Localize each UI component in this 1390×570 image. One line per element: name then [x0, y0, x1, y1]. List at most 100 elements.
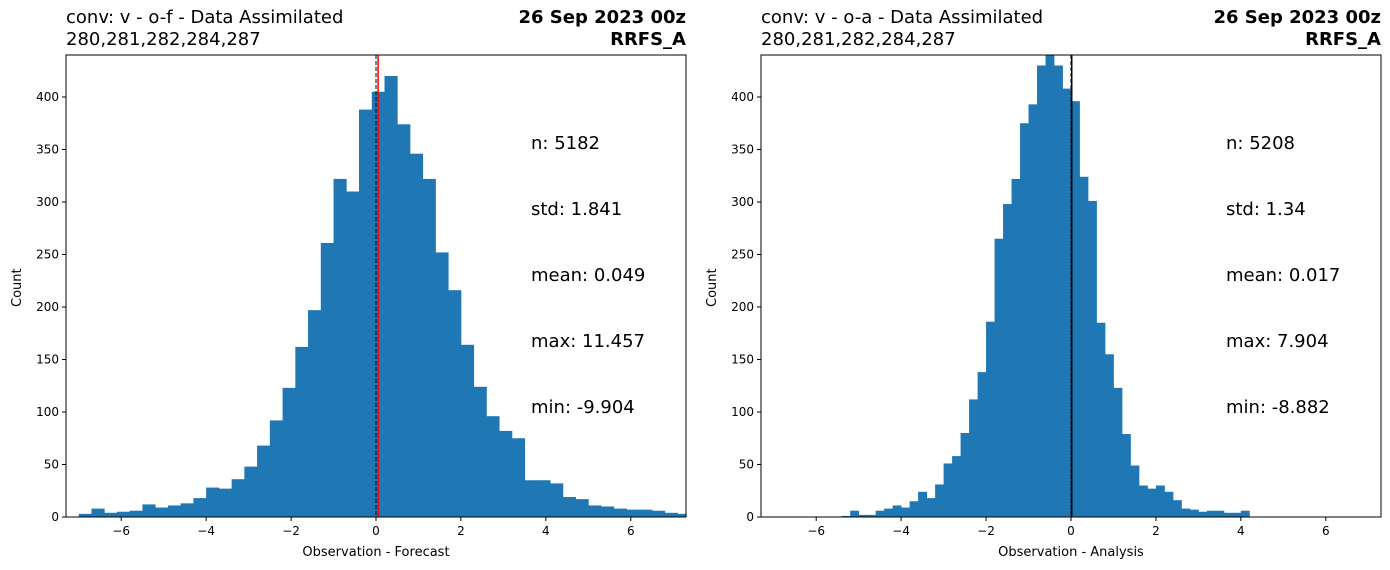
- bars: [78, 76, 686, 517]
- bars: [841, 55, 1250, 517]
- y-tick-label: 150: [36, 353, 59, 367]
- histogram-bar: [875, 510, 885, 517]
- x-tick-label: 2: [1152, 524, 1160, 538]
- y-tick-label: 0: [746, 510, 754, 524]
- x-tick-label: −4: [892, 524, 910, 538]
- histogram-bar: [1189, 509, 1199, 517]
- histogram-bar: [244, 466, 258, 517]
- histogram-panel-o-f: −6 −4 −2 0 2 4 6 0 50 100 150 200 250 300 350 400 conv:…: [0, 0, 690, 570]
- y-tick-label: 100: [731, 405, 754, 419]
- histogram-bar: [320, 242, 334, 517]
- chart-date-title: 26 Sep 2023 00z RRFS_A: [518, 7, 686, 51]
- y-tick-label: 100: [36, 405, 59, 419]
- histogram-bar: [1130, 465, 1140, 517]
- histogram-bar: [1071, 101, 1080, 517]
- stat-min: min: -8.882: [1226, 397, 1330, 418]
- x-tick-label: 6: [1322, 524, 1330, 538]
- histogram-bar: [524, 480, 538, 517]
- histogram-bar: [994, 238, 1004, 517]
- histogram-bar: [422, 178, 436, 517]
- histogram-bar: [677, 513, 686, 517]
- y-tick-label: 250: [731, 248, 754, 262]
- chart-title: conv: v - o-f - Data Assimilated 280,281…: [66, 7, 343, 51]
- histogram-bar: [1037, 65, 1046, 517]
- x-axis-label: Observation - Forecast: [302, 545, 450, 560]
- y-tick-label: 250: [36, 248, 59, 262]
- histogram-bar: [104, 512, 118, 517]
- histogram-bar: [664, 512, 678, 517]
- histogram-bar: [1240, 510, 1250, 517]
- histogram-bar: [473, 386, 487, 517]
- histogram-bar: [1028, 104, 1038, 517]
- title-line-2: 280,281,282,284,287: [66, 29, 261, 50]
- model-label: RRFS_A: [1305, 29, 1381, 50]
- y-tick-label: 150: [731, 353, 754, 367]
- y-tick-label: 50: [739, 458, 754, 472]
- histogram-bar: [91, 508, 105, 517]
- histogram-bar: [1011, 178, 1021, 517]
- histogram-bar: [867, 514, 877, 517]
- histogram-bar: [129, 510, 143, 517]
- histogram-bar: [1138, 485, 1148, 517]
- histogram-bar: [1121, 434, 1131, 517]
- x-tick-label: −4: [197, 524, 215, 538]
- histogram-bar: [384, 76, 398, 517]
- histogram-bar: [909, 501, 919, 517]
- histogram-bar: [1113, 387, 1123, 517]
- histogram-bar: [142, 504, 156, 517]
- histogram-bar: [588, 505, 602, 517]
- x-tick-label: 0: [1067, 524, 1075, 538]
- histogram-bar: [231, 479, 245, 517]
- histogram-bar: [550, 483, 564, 517]
- histogram-bar: [1172, 500, 1182, 517]
- histogram-bar: [960, 433, 970, 517]
- x-tick-label: −6: [807, 524, 825, 538]
- histogram-bar: [1147, 488, 1157, 517]
- x-tick-label: −2: [282, 524, 300, 538]
- histogram-bar: [926, 498, 936, 517]
- x-tick-label: −6: [112, 524, 130, 538]
- histogram-bar: [282, 387, 296, 517]
- stat-mean: mean: 0.049: [531, 265, 646, 286]
- histogram-bar: [78, 513, 92, 517]
- histogram-bar: [180, 503, 194, 517]
- y-axis-label: Count: [10, 268, 25, 307]
- histogram-bar: [460, 344, 475, 517]
- date-label: 26 Sep 2023 00z: [1213, 7, 1381, 28]
- y-tick-label: 300: [36, 195, 59, 209]
- histogram-bar: [575, 499, 589, 517]
- histogram-bar: [1206, 510, 1216, 517]
- stats-box: n: 5182 std: 1.841 mean: 0.049 max: 11.4…: [531, 89, 645, 463]
- x-axis-label: Observation - Analysis: [998, 545, 1144, 560]
- histogram-bar: [346, 191, 360, 517]
- histogram-bar: [359, 109, 373, 517]
- histogram-bar: [1198, 511, 1208, 517]
- histogram-bar: [409, 153, 424, 517]
- title-line-1: conv: v - o-f - Data Assimilated: [66, 7, 344, 28]
- title-line-2: 280,281,282,284,287: [761, 29, 956, 50]
- histogram-o-f: −6 −4 −2 0 2 4 6 0 50 100 150 200 250 300 350 400: [36, 54, 687, 538]
- histogram-bar: [626, 509, 640, 517]
- x-tick-label: 6: [627, 524, 635, 538]
- y-tick-label: 0: [51, 510, 59, 524]
- histogram-bar: [1003, 204, 1012, 517]
- histogram-bar: [435, 252, 449, 517]
- stat-min: min: -9.904: [531, 397, 635, 418]
- histogram-o-a: −6 −4 −2 0 2 4 6 0 50 100 150 200 250 300 350 400: [731, 54, 1382, 538]
- histogram-bar: [858, 514, 868, 517]
- histogram-bar: [155, 507, 169, 517]
- stat-std: std: 1.841: [531, 199, 623, 220]
- histogram-bar: [935, 484, 945, 517]
- histogram-bar: [1232, 512, 1242, 517]
- histogram-bar: [1096, 322, 1106, 517]
- histogram-bar: [1164, 491, 1174, 517]
- y-tick-label: 400: [731, 90, 754, 104]
- y-tick-label: 50: [44, 458, 59, 472]
- histogram-bar: [269, 420, 283, 517]
- title-line-1: conv: v - o-a - Data Assimilated: [761, 7, 1044, 28]
- y-axis-label: Count: [705, 268, 720, 307]
- histogram-bar: [1062, 88, 1072, 517]
- histogram-bar: [613, 508, 627, 517]
- chart-date-title: 26 Sep 2023 00z RRFS_A: [1213, 7, 1381, 51]
- histogram-bar: [652, 510, 666, 517]
